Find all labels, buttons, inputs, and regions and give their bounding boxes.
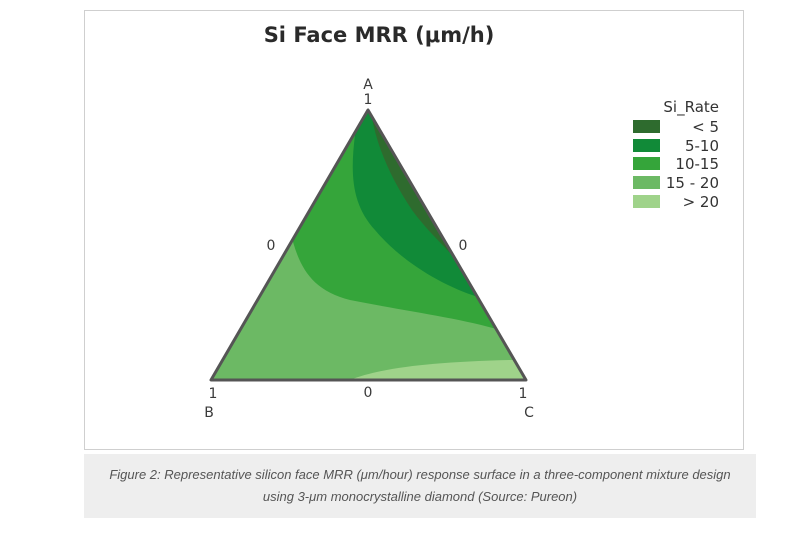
legend-swatch-15-20 [633, 176, 660, 189]
legend-label-5-10: 5-10 [685, 137, 719, 155]
caption-text: Figure 2: Representative silicon face MR… [98, 464, 742, 508]
legend-label-15-20: 15 - 20 [666, 174, 719, 192]
chart-title: Si Face MRR (μm/h) [264, 23, 495, 47]
vertex-label-b: B [204, 405, 214, 421]
caption-line-1: Figure 2: Representative silicon face MR… [109, 467, 731, 482]
edge-tick-right: 0 [459, 238, 468, 254]
legend-label-10-15: 10-15 [675, 155, 719, 173]
legend-title: Si_Rate [663, 98, 719, 117]
vertex-label-c: C [524, 405, 534, 421]
legend-swatch-lt5 [633, 120, 660, 133]
figure-caption: Figure 2: Representative silicon face MR… [84, 454, 756, 518]
legend-swatch-5-10 [633, 139, 660, 152]
edge-tick-left: 0 [267, 238, 276, 254]
vertex-label-a: A [363, 77, 373, 93]
vertex-tick-b: 1 [209, 386, 218, 402]
region-gt20 [340, 360, 526, 380]
vertex-tick-c: 1 [519, 386, 528, 402]
legend-swatch-10-15 [633, 157, 660, 170]
contour-regions [211, 110, 526, 380]
vertex-tick-a: 1 [364, 92, 373, 108]
caption-line-2: using 3-μm monocrystalline diamond (Sour… [262, 489, 578, 504]
legend-swatch-gt20 [633, 195, 660, 208]
triangle-outline [209, 108, 528, 382]
legend-label-lt5: < 5 [692, 118, 719, 136]
legend: Si_Rate < 5 5-10 10-15 15 - 20 > 20 [633, 98, 719, 211]
legend-label-gt20: > 20 [683, 193, 719, 211]
edge-tick-bottom: 0 [364, 385, 373, 401]
